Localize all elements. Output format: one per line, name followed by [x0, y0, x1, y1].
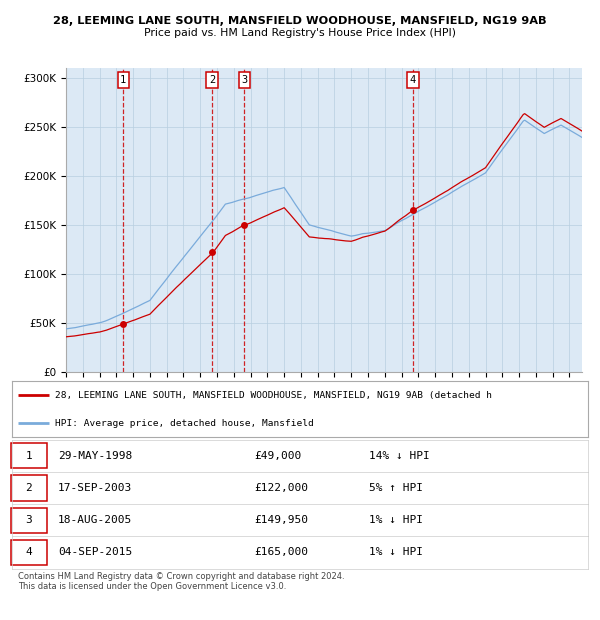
Text: 3: 3: [241, 75, 248, 85]
Text: 04-SEP-2015: 04-SEP-2015: [58, 547, 133, 557]
FancyBboxPatch shape: [11, 443, 47, 468]
FancyBboxPatch shape: [11, 540, 47, 565]
Text: 2: 2: [209, 75, 215, 85]
FancyBboxPatch shape: [11, 476, 47, 500]
Text: HPI: Average price, detached house, Mansfield: HPI: Average price, detached house, Mans…: [55, 418, 314, 428]
Text: 14% ↓ HPI: 14% ↓ HPI: [369, 451, 430, 461]
Text: 4: 4: [25, 547, 32, 557]
Text: 1% ↓ HPI: 1% ↓ HPI: [369, 515, 423, 525]
Text: £49,000: £49,000: [254, 451, 301, 461]
Text: 5% ↑ HPI: 5% ↑ HPI: [369, 483, 423, 493]
Text: Contains HM Land Registry data © Crown copyright and database right 2024.
This d: Contains HM Land Registry data © Crown c…: [18, 572, 344, 591]
Text: 28, LEEMING LANE SOUTH, MANSFIELD WOODHOUSE, MANSFIELD, NG19 9AB (detached h: 28, LEEMING LANE SOUTH, MANSFIELD WOODHO…: [55, 391, 492, 400]
Text: £165,000: £165,000: [254, 547, 308, 557]
Text: £149,950: £149,950: [254, 515, 308, 525]
Text: 1: 1: [25, 451, 32, 461]
Text: 2: 2: [25, 483, 32, 493]
FancyBboxPatch shape: [11, 508, 47, 533]
Text: 17-SEP-2003: 17-SEP-2003: [58, 483, 133, 493]
Text: 1: 1: [120, 75, 127, 85]
Text: 28, LEEMING LANE SOUTH, MANSFIELD WOODHOUSE, MANSFIELD, NG19 9AB: 28, LEEMING LANE SOUTH, MANSFIELD WOODHO…: [53, 16, 547, 25]
Text: 18-AUG-2005: 18-AUG-2005: [58, 515, 133, 525]
Text: 29-MAY-1998: 29-MAY-1998: [58, 451, 133, 461]
Text: £122,000: £122,000: [254, 483, 308, 493]
Text: 3: 3: [25, 515, 32, 525]
Text: 4: 4: [410, 75, 416, 85]
Text: Price paid vs. HM Land Registry's House Price Index (HPI): Price paid vs. HM Land Registry's House …: [144, 28, 456, 38]
Text: 1% ↓ HPI: 1% ↓ HPI: [369, 547, 423, 557]
